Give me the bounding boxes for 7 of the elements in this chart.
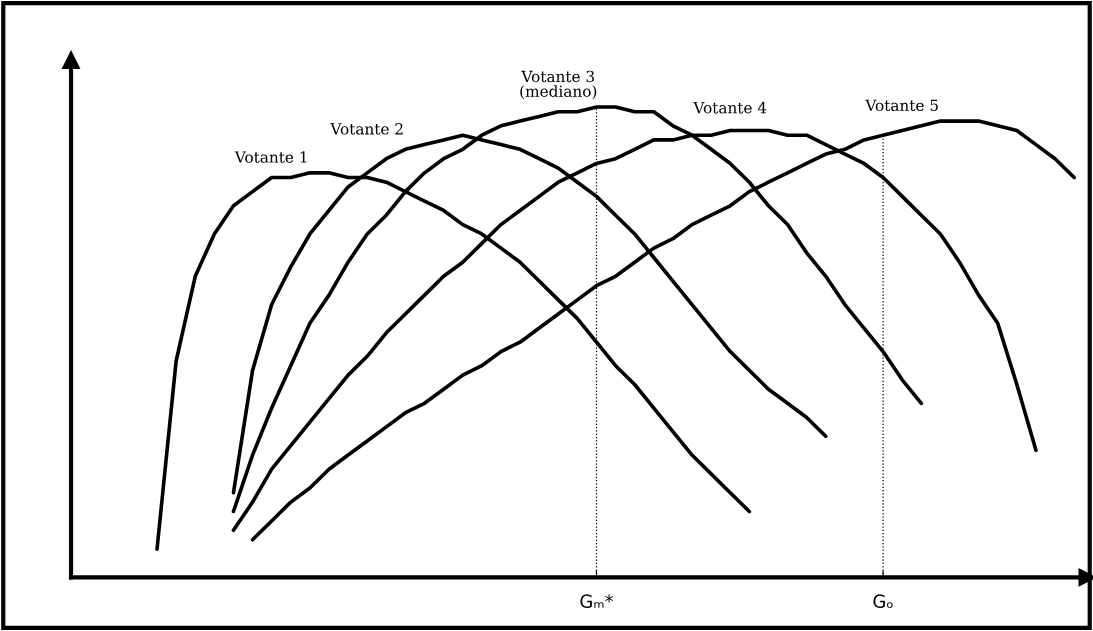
x-tick-label: Gₘ* (580, 594, 614, 609)
x-tick-label: Gₒ (873, 594, 893, 609)
series-label: Votante 1 (234, 151, 307, 163)
series-label: Votante 2 (330, 123, 403, 135)
series-label: Votante 5 (865, 99, 938, 112)
series-label: Votante 3 (mediano) (520, 70, 597, 100)
series-label: Votante 4 (693, 101, 767, 114)
